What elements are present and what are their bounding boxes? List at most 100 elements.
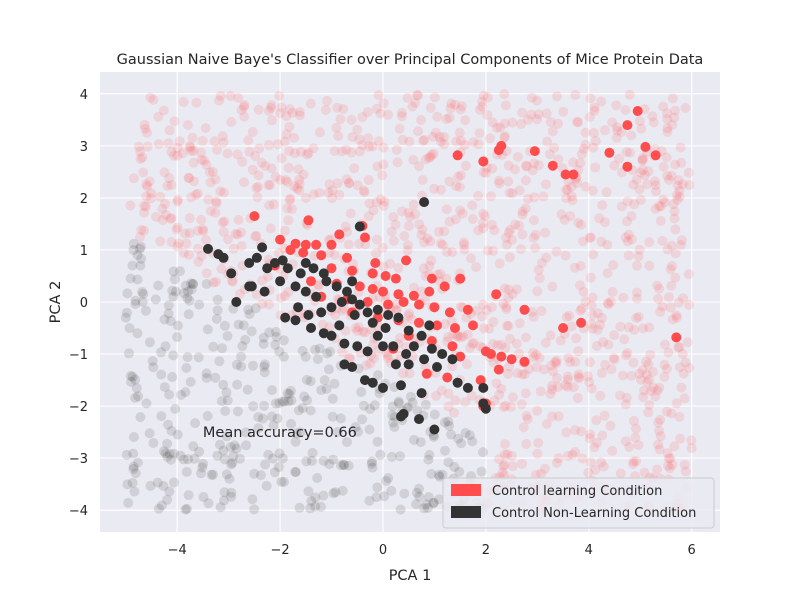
learning-point [519,304,530,315]
region-sample [657,301,668,312]
region-sample [153,280,164,291]
region-sample [459,244,470,255]
region-sample [431,390,442,401]
region-sample [270,171,281,182]
region-sample [349,163,360,174]
region-sample [388,235,399,246]
region-sample [496,339,507,350]
region-sample [172,196,183,207]
learning-point [442,372,453,383]
region-sample [460,428,471,438]
nonlearning-point [316,307,327,318]
region-sample [618,292,629,303]
region-sample [187,279,198,289]
region-sample [546,380,557,391]
region-sample [655,431,666,442]
region-sample [561,184,572,195]
region-sample [395,504,406,515]
region-sample [124,348,134,359]
region-sample [290,467,301,478]
region-sample [267,115,277,126]
region-sample [353,322,364,333]
region-sample [521,160,531,171]
region-sample [481,305,492,316]
region-sample [158,105,169,116]
region-sample [451,136,462,147]
region-sample [501,304,512,315]
region-sample [528,232,539,243]
region-sample [148,362,159,373]
region-sample [589,102,600,113]
region-sample [180,504,191,515]
region-sample [212,305,223,316]
region-sample [389,422,400,432]
learning-point [311,239,322,250]
region-sample [381,476,392,486]
region-sample [378,200,389,211]
nonlearning-point [244,281,255,292]
learning-point [622,120,633,131]
region-sample [570,447,581,457]
region-sample [634,184,645,195]
region-sample [415,437,426,448]
region-sample [135,232,145,242]
x-tick-label: 2 [482,543,490,558]
region-sample [363,211,374,222]
region-sample [232,406,243,417]
region-sample [499,118,510,129]
region-sample [237,156,248,167]
y-axis-label: PCA 2 [48,281,64,324]
region-sample [592,324,603,335]
region-sample [632,293,642,304]
region-sample [199,155,210,166]
region-sample [527,306,538,317]
region-sample [576,219,587,230]
region-sample [436,385,447,396]
region-sample [503,368,514,379]
region-sample [162,451,173,462]
region-sample [236,241,247,252]
region-sample [343,239,354,250]
region-sample [420,399,431,410]
region-sample [530,242,541,253]
region-sample [528,215,539,226]
region-sample [466,253,476,264]
region-sample [268,199,279,210]
region-sample [217,343,228,354]
region-sample [580,181,591,192]
region-sample [519,369,530,380]
learning-point [519,356,530,367]
region-sample [502,449,513,460]
region-sample [660,339,670,350]
learning-point [370,258,381,268]
region-sample [670,272,681,283]
region-sample [564,310,575,321]
region-sample [430,127,441,138]
region-sample [237,341,248,352]
region-sample [620,399,631,410]
region-sample [397,206,407,217]
region-sample [205,177,216,188]
region-sample [450,214,461,225]
region-sample [498,402,509,413]
region-sample [188,279,199,289]
region-sample [274,346,285,357]
region-sample [429,92,440,103]
region-sample [446,429,457,440]
region-sample [167,285,178,296]
region-sample [635,167,646,178]
region-sample [572,178,583,189]
region-sample [131,383,142,394]
region-sample [235,453,245,464]
region-sample [244,309,255,320]
region-sample [474,104,485,115]
region-sample [157,203,168,214]
region-sample [423,454,434,465]
region-sample [268,420,279,431]
region-sample [358,185,369,196]
region-sample [632,260,642,271]
region-sample [184,172,195,183]
region-sample [666,170,677,181]
region-sample [340,221,351,232]
region-sample [563,374,573,385]
